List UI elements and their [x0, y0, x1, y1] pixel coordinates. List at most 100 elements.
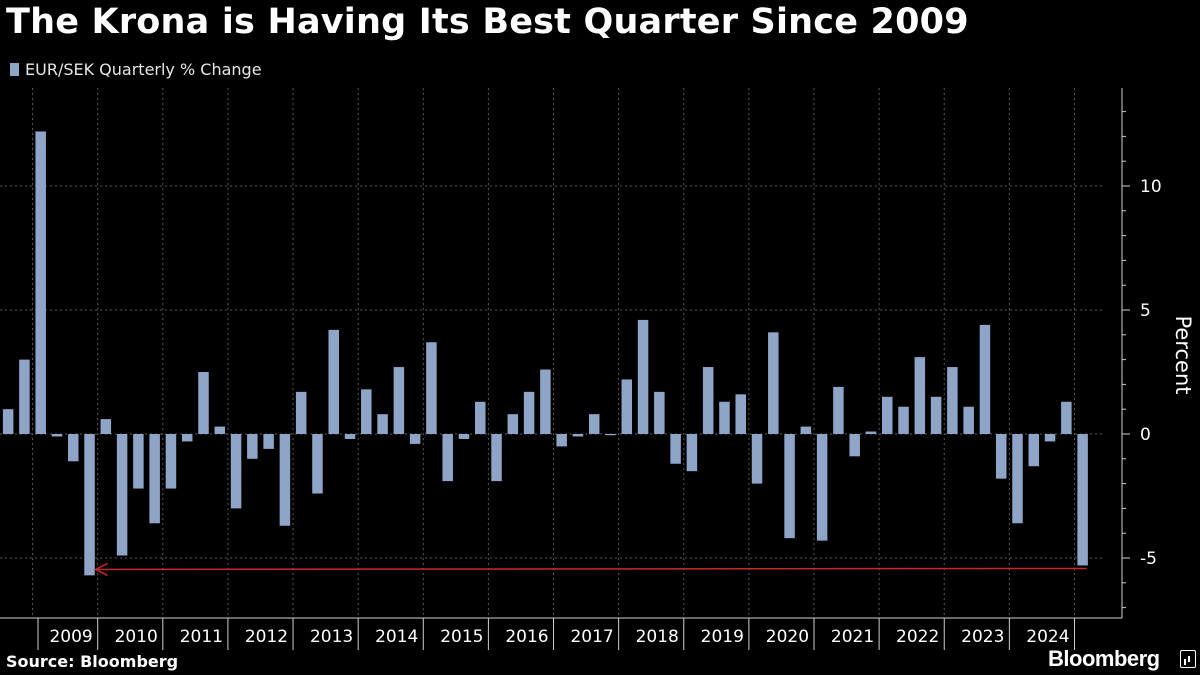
- bar: [914, 357, 926, 434]
- source-note: Source: Bloomberg: [6, 652, 179, 671]
- bar: [719, 401, 730, 434]
- bar: [1044, 434, 1056, 442]
- x-tick-label: 2019: [701, 627, 744, 647]
- bar: [133, 434, 144, 489]
- chart-title: The Krona is Having Its Best Quarter Sin…: [6, 2, 969, 42]
- bar: [149, 434, 160, 524]
- bar: [865, 431, 877, 434]
- bar: [312, 434, 323, 494]
- x-tick-label: 2016: [505, 627, 548, 647]
- bar: [702, 367, 714, 434]
- bar: [654, 391, 665, 434]
- annotation-arrow-head: [93, 562, 108, 577]
- bar: [393, 367, 405, 434]
- y-tick-label: 0: [1140, 425, 1151, 445]
- bar: [930, 396, 942, 434]
- chart-icon: [1180, 650, 1196, 668]
- bar: [670, 434, 681, 464]
- bar: [68, 434, 79, 462]
- bar: [507, 414, 519, 434]
- axes: 10 5 0 -5 2009 2010 2011 2012 2013 2014 2015 2016 20…: [0, 88, 1162, 650]
- bar: [116, 434, 128, 556]
- bar: [491, 434, 502, 482]
- bar: [198, 372, 209, 434]
- bar: [1077, 434, 1088, 566]
- y-tick-label: 5: [1140, 301, 1151, 321]
- bar: [214, 426, 226, 434]
- bars: [2, 131, 1088, 576]
- annotation-arrow-line: [97, 567, 1087, 571]
- bar: [751, 434, 763, 484]
- bar: [279, 434, 291, 526]
- bar: [426, 342, 437, 434]
- bar: [540, 369, 551, 434]
- bar: [849, 434, 860, 457]
- bar: [295, 391, 307, 434]
- x-tick-label: 2022: [896, 627, 939, 647]
- x-tick-label: 2012: [245, 627, 288, 647]
- bar: [377, 414, 388, 434]
- bar: [475, 401, 486, 434]
- bar: [247, 434, 258, 459]
- x-tick-label: 2023: [961, 627, 1004, 647]
- bar: [84, 434, 95, 576]
- bar: [2, 409, 14, 434]
- bar: [995, 434, 1007, 479]
- x-tick-label: 2010: [115, 627, 158, 647]
- bar: [344, 434, 356, 439]
- bar: [768, 332, 779, 434]
- y-tick-label: 10: [1140, 177, 1162, 197]
- bar: [898, 406, 909, 434]
- bar: [361, 389, 372, 434]
- bar: [816, 434, 828, 541]
- bar: [947, 367, 958, 434]
- bar: [100, 419, 112, 434]
- bar: [181, 434, 193, 442]
- bar: [35, 131, 46, 434]
- bar: [1028, 434, 1040, 467]
- legend-swatch: [10, 63, 19, 76]
- x-tick-label: 2017: [570, 627, 613, 647]
- x-tick-label: 2014: [375, 627, 418, 647]
- bar: [263, 434, 274, 449]
- y-axis-title: Percent: [1171, 315, 1195, 394]
- legend: EUR/SEK Quarterly % Change: [10, 60, 262, 79]
- bar: [51, 434, 63, 437]
- bar: [800, 426, 812, 434]
- x-tick-label: 2013: [310, 627, 353, 647]
- bar: [556, 434, 567, 447]
- bar: [19, 359, 30, 434]
- y-tick-label: -5: [1140, 549, 1157, 569]
- annotation: [93, 562, 1087, 577]
- bar: [442, 434, 453, 482]
- bar: [572, 434, 584, 437]
- x-tick-label: 2021: [831, 627, 874, 647]
- bar: [637, 319, 649, 434]
- bar: [1061, 401, 1072, 434]
- x-tick-label: 2015: [440, 627, 483, 647]
- x-tick-label: 2020: [766, 627, 809, 647]
- bar: [605, 434, 616, 436]
- bar: [523, 391, 535, 434]
- bar: [230, 434, 242, 509]
- x-tick-label: 2024: [1026, 627, 1069, 647]
- bar: [979, 324, 991, 434]
- bar: [165, 434, 177, 489]
- x-tick-label: 2009: [49, 627, 92, 647]
- grid-lines: [0, 88, 1105, 618]
- bar: [686, 434, 698, 472]
- bar: [963, 406, 974, 434]
- bar: [833, 386, 844, 434]
- bar: [882, 396, 893, 434]
- bar: [409, 434, 421, 444]
- x-tick-label: 2011: [180, 627, 223, 647]
- x-tick-label: 2018: [636, 627, 679, 647]
- bar: [588, 414, 600, 434]
- bar: [328, 329, 339, 434]
- bar: [1012, 434, 1023, 524]
- bar: [735, 394, 746, 434]
- bar: [458, 434, 470, 439]
- bar: [621, 379, 633, 434]
- bar: [784, 434, 795, 539]
